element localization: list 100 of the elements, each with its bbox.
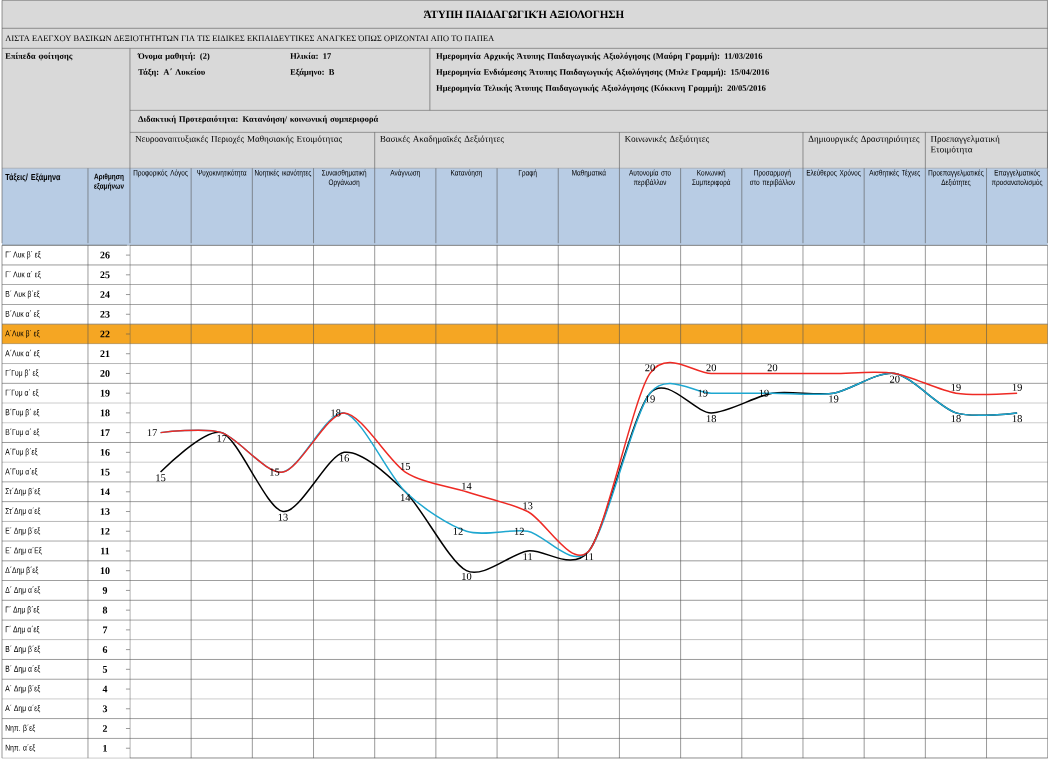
category-label: Νηπ. β΄εξ <box>5 724 36 733</box>
text: Ημερομηνία Τελικής Άτυπης Παιδαγωγικής Αξιολόγησης (Κόκκινη Γραμμή): 20/05/2016 <box>436 84 766 93</box>
data-label: 18 <box>1012 415 1022 423</box>
category-label: Γ΄ Δημ β΄εξ <box>5 606 40 615</box>
category-label: Γ΄Γυμ α΄ εξ <box>5 389 39 398</box>
y-tick-label: 10 <box>100 567 110 575</box>
y-tick-label: 18 <box>100 409 110 417</box>
x-tick-label: Αυτονομία στο περιβάλλον <box>629 169 671 187</box>
text: Τάξη: Α΄ Λυκείου <box>138 68 205 77</box>
data-label: 20 <box>889 375 900 383</box>
y-tick-label: 9 <box>102 587 108 594</box>
data-label: 16 <box>339 454 350 462</box>
y-tick-label: 13 <box>100 508 110 515</box>
category-label: Δ΄ Δημ α΄εξ <box>5 586 41 595</box>
category-label: Γ΄ Λυκ β΄ εξ <box>5 250 41 260</box>
category-label: Στ΄Δημ β΄εξ <box>5 487 41 496</box>
category-label: Γ΄Γυμ β΄ εξ <box>5 369 39 378</box>
y-tick-label: 4 <box>102 685 108 693</box>
data-label: 20 <box>706 364 717 372</box>
category-label: Α΄Γυμ β΄εξ <box>5 448 38 457</box>
x-tick-label: Ανάγνωση <box>390 169 420 178</box>
data-label: 18 <box>331 409 341 417</box>
category-label: Γ΄ Λυκ α΄ εξ <box>5 270 41 279</box>
y-tick-label: 1 <box>103 744 107 752</box>
x-tick-label: Συναισθηματική Οργάνωση <box>321 169 367 187</box>
text: Ημερομηνία Ενδιάμεσης Άτυπης Παιδαγωγικής Αξιολόγησης (Μπλε Γραμμή): 15/04/2016 <box>436 68 769 77</box>
x-tick-label: Μαθηματικά <box>572 169 606 178</box>
data-label: 17 <box>147 429 158 437</box>
x-tick-label: Ελεύθερος Χρόνος <box>806 169 861 178</box>
text: Διδακτική Προτεραιότητα: Κατανόηση/ κοινωνική συμπεριφορά <box>138 115 379 124</box>
x-tick-label: Επαγγελματικός προσανατολισμός <box>991 169 1043 187</box>
category-label: Β΄ Δημ α΄εξ <box>5 665 41 674</box>
category-label: Α΄ Δημ α΄εξ <box>5 704 41 713</box>
category-label: Β΄ Λυκ β΄εξ <box>5 290 40 299</box>
y-tick-label: 12 <box>100 527 110 535</box>
x-tick-label: Προεπαγγελματικές Δεξιότητες <box>928 169 984 187</box>
category-label: Β΄ Δημ β΄εξ <box>5 645 41 654</box>
data-label: 15 <box>156 474 166 482</box>
category-label: Α΄Λυκ β΄ εξ <box>5 329 40 339</box>
y-tick-label: 25 <box>100 271 110 279</box>
category-label: Ε΄ Δημ α΄Εξ <box>5 546 42 556</box>
x-tick-label: Κατανόηση <box>451 169 482 178</box>
data-label: 14 <box>400 493 411 501</box>
y-tick-label: 19 <box>100 389 110 397</box>
data-label: 19 <box>951 383 961 391</box>
text: Νευροαναπτυξιακές Περιοχές Μαθησιακής Ετοιμότητας <box>135 135 343 144</box>
y-tick-label: 20 <box>100 370 110 377</box>
data-label: 15 <box>400 462 411 470</box>
text: Επίπεδα φοίτησης <box>5 52 73 61</box>
y-tick-label: 5 <box>102 665 108 673</box>
data-label: 20 <box>767 364 778 372</box>
data-label: 12 <box>453 527 463 535</box>
y-tick-label: 26 <box>100 251 110 259</box>
category-label: Α΄Λυκ α΄ εξ <box>5 349 40 358</box>
data-label: 18 <box>951 415 961 423</box>
text: Ηλικία: 17 <box>290 52 332 59</box>
text: Κοινωνικές Δεξιότητες <box>624 135 710 144</box>
data-label: 11 <box>584 553 594 561</box>
data-label: 17 <box>217 434 227 442</box>
data-label: 19 <box>829 395 839 403</box>
y-tick-label: 11 <box>101 547 110 555</box>
data-label: 11 <box>523 553 533 561</box>
x-tick-label: Προφορικός Λόγος <box>133 169 188 178</box>
category-label: Α΄ Δημ β΄εξ <box>5 684 41 694</box>
category-label: Β΄Γυμ β΄ εξ <box>5 408 40 417</box>
category-label: Νηπ. α΄εξ <box>5 744 36 753</box>
text: Εξάμηνο: Β <box>290 68 335 77</box>
category-label: Β΄Γυμ α΄ εξ <box>5 428 40 437</box>
y-tick-label: 14 <box>100 488 110 496</box>
text: Τάξεις/ Εξάμηνα <box>5 173 61 182</box>
data-label: 14 <box>462 482 472 490</box>
y-tick-label: 24 <box>100 291 110 298</box>
x-tick-label: Γραφή <box>518 169 537 178</box>
text: Προεπαγγελματική Ετοιμότητα <box>930 135 1000 155</box>
y-tick-label: 3 <box>102 705 108 713</box>
x-tick-label: Αισθητικές Τέχνες <box>869 169 921 178</box>
x-tick-label: Προσαρμογή στο περιβάλλον <box>749 169 795 187</box>
text: Δημιουργικές Δραστηριότητες <box>808 135 920 144</box>
data-label: 19 <box>1012 383 1022 391</box>
x-tick-label: Κοινωνική Συμπεριφορά <box>692 169 731 187</box>
category-label: Δ΄Δημ β΄εξ <box>5 566 39 575</box>
data-label: 10 <box>462 572 472 580</box>
text: Ημερομηνία Αρχικής Άτυπης Παιδαγωγικής Αξιολόγησης (Μαύρη Γραμμή): 11/03/2016 <box>436 52 763 61</box>
y-tick-label: 23 <box>100 310 110 318</box>
data-label: 20 <box>645 364 655 372</box>
data-label: 13 <box>278 513 288 521</box>
y-tick-label: 22 <box>100 330 110 338</box>
y-tick-label: 21 <box>100 350 110 357</box>
y-tick-label: 2 <box>102 725 108 732</box>
y-axis-title: Αριθμηση εξαμήνων <box>94 173 124 191</box>
chart-subtitle: ΛΙΣΤΑ ΕΛΕΓΧΟΥ ΒΑΣΙΚΩΝ ΔΕΞΙΟΤΗΤΗΤΩΝ ΓΙΑ ΤΙΣ ΕΙΔΙΚΕΣ ΕΚΠΑΙΔΕΥΤΙΚΕΣ ΑΝΑΓΚΕΣ ΌΠΩΣ ΟΡΙΖΟΝΤΑΙ ΑΠΟ ΤΟ ΠΑΠΕΑ <box>5 35 495 42</box>
y-tick-label: 6 <box>102 646 108 653</box>
data-label: 18 <box>706 415 717 423</box>
category-label: Α΄Γυμ α΄εξ <box>5 468 38 477</box>
category-label: Β΄Λυκ α΄ εξ <box>5 310 40 319</box>
data-label: 19 <box>645 395 655 403</box>
text: Βασικές Ακαδημαϊκές Δεξιότητες <box>380 135 504 144</box>
text: Όνομα μαθητή: (2) <box>137 52 210 61</box>
x-tick-label: Ψυχοκινητικότητα <box>197 169 247 178</box>
category-label: Γ΄ Δημ α΄εξ <box>5 625 40 634</box>
